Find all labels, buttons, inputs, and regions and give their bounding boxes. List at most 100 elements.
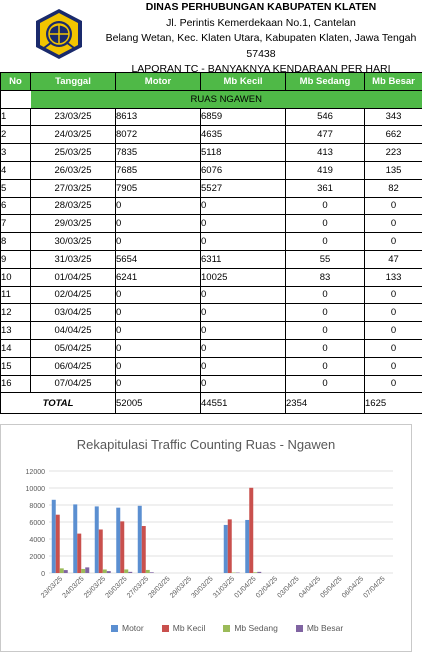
x-tick-label: 28/03/25 (147, 575, 171, 599)
row-mb-besar: 0 (364, 321, 422, 340)
row-no: 3 (0, 143, 31, 162)
row-mb-kecil: 0 (200, 214, 286, 234)
row-date: 01/04/25 (30, 267, 116, 287)
y-tick-label: 10000 (26, 486, 46, 493)
row-motor: 0 (115, 285, 201, 305)
row-date: 06/04/25 (30, 356, 116, 376)
row-no: 1 (0, 107, 31, 127)
bar (245, 519, 250, 573)
row-mb-besar: 135 (364, 160, 422, 180)
ruas-name: RUAS NGAWEN (30, 89, 422, 109)
row-mb-kecil: 0 (200, 321, 286, 340)
col-tanggal: Tanggal (30, 72, 116, 91)
row-motor: 7835 (115, 143, 201, 162)
row-mb-sedang: 0 (285, 338, 365, 358)
row-date: 30/03/25 (30, 232, 116, 251)
row-mb-besar: 0 (364, 214, 422, 234)
chart-legend: Motor Mb Kecil Mb Sedang Mb Besar (111, 623, 343, 633)
bar (227, 519, 232, 573)
row-mb-kecil: 0 (200, 374, 286, 394)
row-no: 6 (0, 196, 31, 216)
row-mb-besar: 223 (364, 143, 422, 162)
row-mb-sedang: 413 (285, 143, 365, 162)
row-date: 24/03/25 (30, 125, 116, 145)
row-no: 7 (0, 214, 31, 234)
row-mb-kecil: 5527 (200, 178, 286, 198)
legend-motor: Motor (111, 623, 144, 633)
row-motor: 8613 (115, 107, 201, 127)
x-tick-label: 24/03/25 (61, 575, 85, 599)
row-mb-kecil: 0 (200, 303, 286, 323)
col-mb-besar: Mb Besar (364, 72, 422, 91)
legend-label: Mb Sedang (234, 623, 278, 633)
row-mb-kecil: 0 (200, 232, 286, 251)
legend-swatch (161, 624, 169, 632)
row-mb-sedang: 55 (285, 249, 365, 269)
row-mb-besar: 662 (364, 125, 422, 145)
row-date: 25/03/25 (30, 143, 116, 162)
x-tick-label: 30/03/25 (190, 575, 214, 599)
row-motor: 7905 (115, 178, 201, 198)
row-mb-besar: 133 (364, 267, 422, 287)
row-mb-besar: 0 (364, 196, 422, 216)
bar (120, 521, 125, 573)
x-tick-label: 02/04/25 (255, 575, 279, 599)
row-motor: 0 (115, 303, 201, 323)
bar (137, 505, 142, 573)
row-mb-sedang: 546 (285, 107, 365, 127)
traffic-chart: Rekapitulasi Traffic Counting Ruas - Nga… (0, 424, 412, 652)
bar (223, 524, 228, 573)
table-row: 7 29/03/25 0 0 0 0 (0, 214, 422, 234)
chart-title: Rekapitulasi Traffic Counting Ruas - Nga… (76, 437, 336, 452)
row-no: 9 (0, 249, 31, 269)
row-mb-sedang: 361 (285, 178, 365, 198)
y-tick-label: 12000 (26, 469, 46, 476)
table-row: 2 24/03/25 8072 4635 477 662 (0, 125, 422, 145)
traffic-table: RUAS NGAWEN No Tanggal Motor Mb Kecil Mb… (0, 72, 422, 415)
row-date: 07/04/25 (30, 374, 116, 394)
row-mb-besar: 82 (364, 178, 422, 198)
bar (81, 568, 86, 573)
row-date: 02/04/25 (30, 285, 116, 305)
table-row: 6 28/03/25 0 0 0 0 (0, 196, 422, 216)
row-mb-kecil: 6076 (200, 160, 286, 180)
bar (98, 529, 103, 573)
row-motor: 0 (115, 338, 201, 358)
bar (55, 514, 60, 573)
row-mb-kecil: 0 (200, 285, 286, 305)
row-mb-besar: 0 (364, 356, 422, 376)
row-mb-besar: 0 (364, 374, 422, 394)
row-mb-sedang: 0 (285, 321, 365, 340)
row-mb-sedang: 0 (285, 232, 365, 251)
row-mb-kecil: 10025 (200, 267, 286, 287)
x-tick-label: 01/04/25 (233, 575, 257, 599)
row-mb-sedang: 83 (285, 267, 365, 287)
row-no: 8 (0, 232, 31, 251)
row-no: 13 (0, 321, 31, 340)
legend-label: Motor (122, 623, 144, 633)
bar (106, 571, 111, 573)
agency-name: DINAS PERHUBUNGAN KABUPATEN KLATEN (145, 1, 377, 13)
row-mb-sedang: 0 (285, 196, 365, 216)
row-mb-besar: 47 (364, 249, 422, 269)
y-tick-label: 6000 (29, 520, 45, 527)
legend-swatch (295, 624, 303, 632)
row-no: 11 (0, 285, 31, 305)
row-mb-sedang: 0 (285, 374, 365, 394)
table-row: 11 02/04/25 0 0 0 0 (0, 285, 422, 305)
row-mb-besar: 0 (364, 232, 422, 251)
bar (116, 507, 121, 573)
table-row: 1 23/03/25 8613 6859 546 343 (0, 107, 422, 127)
address-line-1: Jl. Perintis Kemerdekaan No.1, Cantelan (166, 16, 356, 29)
bar (77, 533, 82, 573)
x-tick-label: 05/04/25 (319, 575, 343, 599)
bar (59, 568, 64, 573)
row-date: 29/03/25 (30, 214, 116, 234)
table-row: 14 05/04/25 0 0 0 0 (0, 338, 422, 358)
x-tick-label: 25/03/25 (83, 575, 107, 599)
table-row: 8 30/03/25 0 0 0 0 (0, 232, 422, 251)
report-header: DINAS PERHUBUNGAN KABUPATEN KLATEN Jl. P… (0, 0, 422, 75)
table-row: 4 26/03/25 7685 6076 419 135 (0, 160, 422, 180)
row-date: 27/03/25 (30, 178, 116, 198)
row-mb-kecil: 0 (200, 196, 286, 216)
